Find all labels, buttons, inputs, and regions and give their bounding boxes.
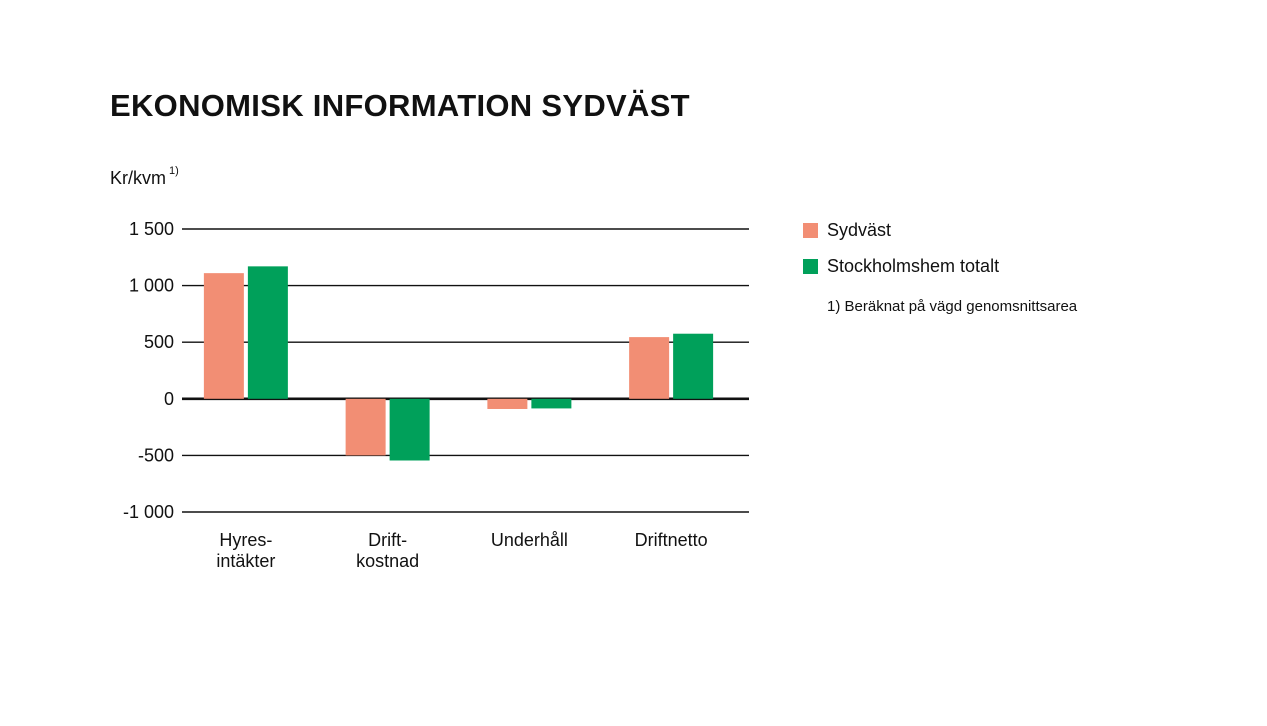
bar-sydvast: [487, 398, 528, 409]
legend-swatch-sydvast: [803, 222, 818, 238]
bar-stockholmshem-totalt: [389, 398, 430, 461]
legend: Sydväst Stockholmshem totalt: [803, 219, 999, 291]
y-tick-label: 1 500: [129, 219, 174, 239]
legend-swatch-stockholmshem-totalt: [803, 258, 818, 274]
bar-sydvast: [203, 273, 244, 399]
y-tick-label: 1 000: [129, 276, 174, 296]
y-tick-label: -500: [138, 445, 174, 465]
x-category-label: Hyres-intäkter: [216, 530, 275, 571]
y-tick-label: -1 000: [123, 502, 174, 522]
legend-item-sydvast: Sydväst: [803, 219, 999, 241]
x-category-label: Drift-kostnad: [356, 530, 419, 571]
x-category-label: Underhåll: [491, 530, 568, 550]
bar-sydvast: [345, 398, 386, 456]
legend-label-stockholmshem-totalt: Stockholmshem totalt: [827, 255, 1000, 276]
y-axis-unit-footnote-marker: 1): [169, 165, 179, 177]
y-axis-unit-text: Kr/kvm: [110, 168, 166, 188]
bar-stockholmshem-totalt: [247, 266, 288, 399]
legend-item-stockholmshem-totalt: Stockholmshem totalt: [803, 255, 999, 277]
y-tick-label: 500: [144, 332, 174, 352]
bar-stockholmshem-totalt: [673, 333, 714, 399]
bar-chart: 1 500 1 000 500 0 -500 -1 000 Hyres-intäkter Dr…: [123, 219, 749, 571]
legend-label-sydvast: Sydväst: [827, 219, 892, 240]
y-axis-unit-label: Kr/kvm 1): [110, 165, 179, 189]
bar-sydvast: [629, 337, 670, 399]
footnote: 1) Beräknat på vägd genomsnittsarea: [827, 298, 1078, 315]
bar-stockholmshem-totalt: [531, 398, 572, 409]
chart-title: EKONOMISK INFORMATION SYDVÄST: [110, 88, 690, 123]
y-tick-label: 0: [164, 389, 174, 409]
x-category-label: Driftnetto: [635, 530, 708, 550]
